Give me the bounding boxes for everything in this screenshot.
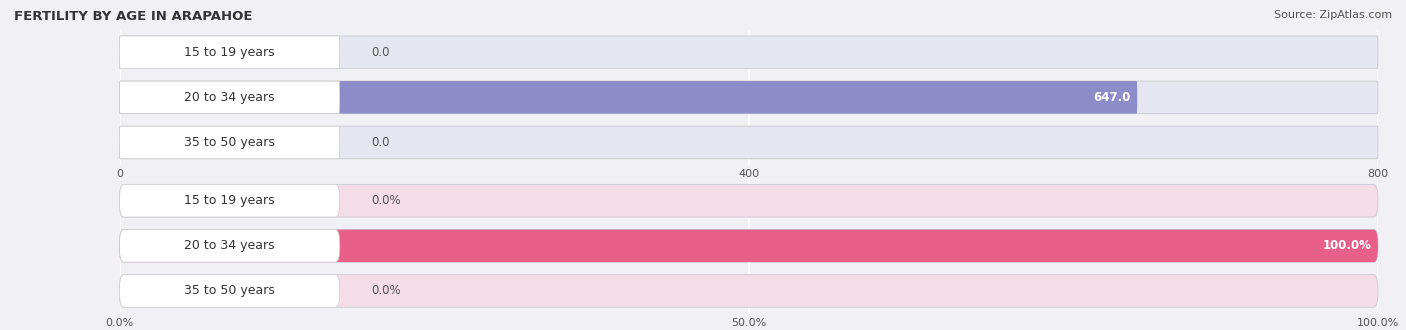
FancyBboxPatch shape [120,184,340,217]
Text: FERTILITY BY AGE IN ARAPAHOE: FERTILITY BY AGE IN ARAPAHOE [14,10,253,23]
FancyBboxPatch shape [120,81,340,114]
FancyBboxPatch shape [120,184,1378,217]
FancyBboxPatch shape [120,81,1378,114]
FancyBboxPatch shape [120,81,1137,114]
Text: 100.0%: 100.0% [1323,239,1372,252]
Text: 15 to 19 years: 15 to 19 years [184,46,276,59]
Text: 20 to 34 years: 20 to 34 years [184,239,276,252]
Text: 0.0%: 0.0% [371,284,401,297]
Text: 35 to 50 years: 35 to 50 years [184,136,276,149]
Text: Source: ZipAtlas.com: Source: ZipAtlas.com [1274,10,1392,20]
Text: 0.0: 0.0 [371,136,389,149]
Text: 0.0%: 0.0% [371,194,401,207]
FancyBboxPatch shape [120,230,340,262]
FancyBboxPatch shape [120,36,1378,69]
FancyBboxPatch shape [120,126,1378,159]
FancyBboxPatch shape [120,126,340,159]
Text: 35 to 50 years: 35 to 50 years [184,284,276,297]
Text: 20 to 34 years: 20 to 34 years [184,91,276,104]
FancyBboxPatch shape [120,230,1378,262]
FancyBboxPatch shape [120,275,1378,307]
Text: 647.0: 647.0 [1094,91,1130,104]
Text: 0.0: 0.0 [371,46,389,59]
FancyBboxPatch shape [120,230,1378,262]
FancyBboxPatch shape [120,275,340,307]
Text: 15 to 19 years: 15 to 19 years [184,194,276,207]
FancyBboxPatch shape [120,36,340,69]
